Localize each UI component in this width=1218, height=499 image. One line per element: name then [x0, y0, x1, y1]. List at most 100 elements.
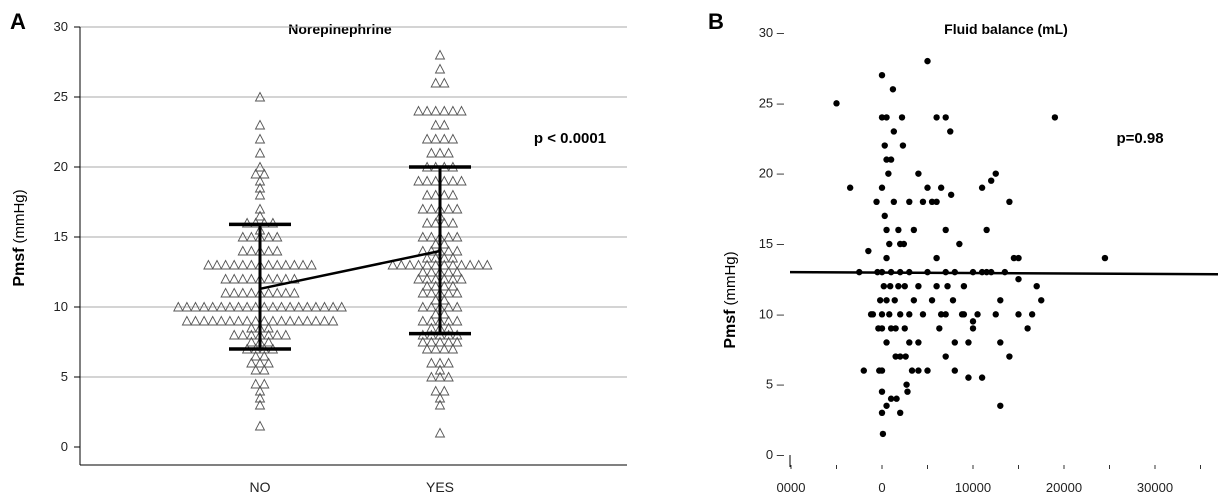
panel-b-y-ticks: 0 – 5 – 10 – 15 – 20 – 25 – 30 – [759, 25, 785, 462]
panel-b-data-point [965, 339, 972, 346]
panel-a-point-yes [421, 133, 433, 144]
panel-a-point-no [327, 315, 339, 326]
panel-a-point-yes [434, 392, 446, 403]
panel-a-point-yes [426, 336, 437, 347]
panel-a-point-no [284, 315, 296, 326]
panel-a-point-yes [456, 105, 467, 116]
panel-b-data-point [942, 226, 949, 234]
panel-b-data-point [902, 353, 909, 360]
panel-b-y-tick-label: 5 – [766, 377, 785, 392]
panel-a-point-no [259, 364, 270, 375]
panel-a-point-no [241, 301, 253, 312]
panel-a-point-no [254, 182, 266, 193]
panel-a-point-yes [443, 371, 454, 382]
panel-a-point-no [259, 301, 270, 312]
panel-b-data-point [895, 226, 902, 234]
panel-b-data-point [924, 57, 931, 65]
panel-a-point-no [289, 287, 300, 298]
panel-b-data-point [933, 198, 940, 205]
panel-a-point-yes [426, 231, 437, 242]
panel-b-data-point [906, 311, 913, 318]
panel-a-point-yes [439, 252, 450, 263]
panel-a-point-no [216, 301, 227, 312]
panel-a-point-no [250, 315, 261, 326]
panel-a-point-no [224, 301, 236, 312]
panel-b-data-point [878, 114, 886, 121]
panel-a-point-no [263, 273, 274, 284]
panel-b-data-point [947, 191, 955, 198]
panel-a-point-yes [417, 301, 429, 312]
panel-a-point-yes [482, 259, 493, 270]
panel-a-point-yes [451, 245, 463, 256]
panel-a-point-no [263, 336, 274, 347]
panel-a-point-no [190, 301, 201, 312]
panel-a-point-yes [430, 259, 441, 270]
panel-b-data-point [878, 388, 886, 395]
panel-a-point-no [250, 301, 261, 312]
panel-a-point-no [259, 168, 270, 179]
panel-a-point-yes [451, 266, 463, 277]
panel-b-data-point [881, 212, 888, 220]
panel-b-y-axis-label: Pmsf (mmHg) [722, 251, 739, 348]
panel-b-data-point [904, 388, 911, 395]
panel-a-y-tick-label: 30 [54, 19, 68, 34]
panel-a-categories: NO YES [250, 479, 455, 495]
panel-a-point-no [254, 357, 266, 368]
panel-a-point-yes [451, 231, 463, 242]
panel-b-data-point [915, 367, 922, 374]
panel-a-mean-sd [229, 165, 471, 351]
panel-a-point-yes [464, 259, 476, 270]
panel-a-point-no [198, 301, 210, 312]
panel-a-point-no [254, 420, 266, 431]
panel-a-point-yes [421, 280, 433, 291]
panel-a-point-no [271, 273, 283, 284]
panel-a-point-yes [426, 315, 437, 326]
panel-a-point-no [276, 315, 287, 326]
panel-a-mean-connector [259, 249, 441, 291]
panel-a-point-no [254, 210, 266, 221]
panel-a-point-no [181, 301, 193, 312]
panel-b-data-point [885, 170, 892, 177]
panel-b-data-point [887, 325, 895, 332]
panel-b-data-point [887, 395, 895, 402]
panel-b-data-point [928, 297, 936, 304]
panel-a-point-yes [439, 217, 450, 228]
panel-a-point-no [259, 378, 270, 389]
panel-a-point-no [289, 273, 300, 284]
panel-a-point-no [216, 315, 227, 326]
panel-a-point-yes [447, 343, 459, 354]
panel-a-point-no [263, 287, 274, 298]
panel-a-point-no [293, 315, 304, 326]
panel-a-point-no [263, 231, 274, 242]
panel-a-point-no [336, 301, 347, 312]
panel-b-data-point [956, 240, 963, 248]
panel-a-point-yes [473, 259, 484, 270]
panel-a-point-no [319, 315, 330, 326]
panel-a-point-no [190, 315, 201, 326]
panel-a-point-no [228, 329, 240, 340]
panel-a-point-no [254, 399, 266, 410]
panel-a-point-yes [421, 343, 433, 354]
panel-a-category-label: YES [426, 479, 454, 495]
panel-b-data-point [865, 247, 872, 255]
panel-b-data-point [1038, 297, 1045, 304]
panel-a-point-no [254, 392, 266, 403]
panel-a-point-no [259, 315, 270, 326]
svg-text:Pmsf(mmHg): Pmsf (mmHg) [11, 189, 28, 286]
panel-b-data-point [893, 395, 900, 402]
panel-a-point-yes [434, 399, 446, 410]
panel-a-point-no [250, 168, 261, 179]
panel-b-x-tick-label: 30000 [1137, 480, 1173, 495]
panel-b-data-point [883, 297, 890, 304]
panel-a-point-no [267, 301, 279, 312]
panel-a-point-yes [439, 189, 450, 200]
panel-a-point-yes [430, 105, 441, 116]
panel-b-data-point [949, 297, 957, 304]
panel-a-point-yes [439, 308, 450, 319]
panel-a-point-no [237, 329, 249, 340]
panel-a-point-yes [439, 105, 450, 116]
panel-a-point-no [293, 301, 304, 312]
panel-a-point-yes [447, 133, 459, 144]
panel-a-point-yes [451, 315, 463, 326]
